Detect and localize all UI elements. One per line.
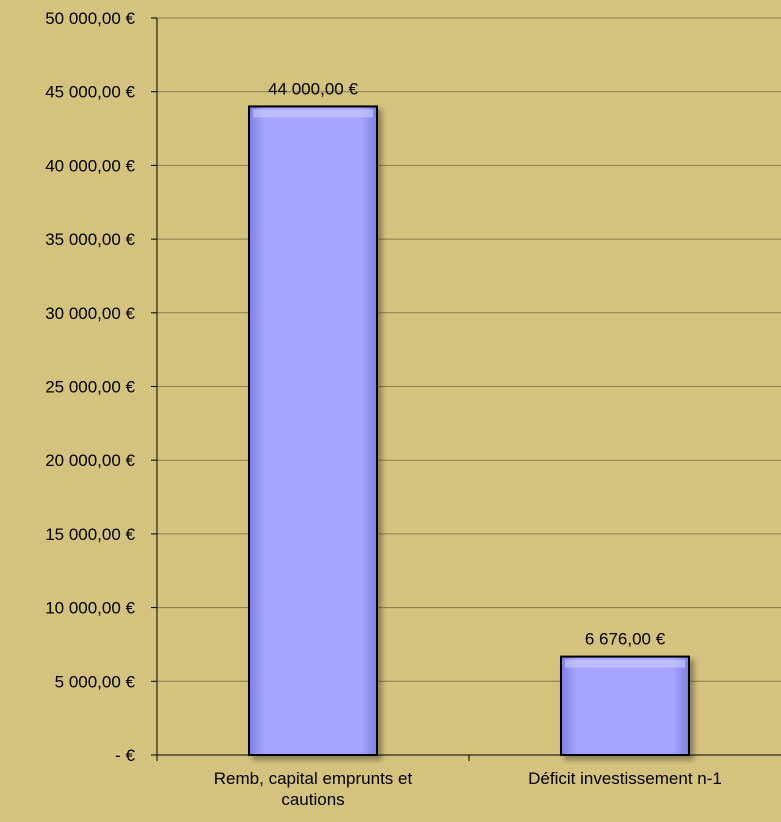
- bars: [248, 105, 690, 757]
- y-tick-label: 35 000,00 €: [45, 230, 135, 249]
- bar-highlight: [565, 659, 685, 668]
- y-tick-label: 15 000,00 €: [45, 525, 135, 544]
- labels: - € 5 000,00 € 10 000,00 € 15 000,00 € 20 00…: [45, 9, 722, 809]
- y-tick-label: 25 000,00 €: [45, 378, 135, 397]
- axes: [151, 17, 781, 761]
- bar-highlight: [253, 109, 373, 118]
- y-tick-label: 10 000,00 €: [45, 599, 135, 618]
- bar: [248, 105, 378, 756]
- y-tick-label: 30 000,00 €: [45, 304, 135, 323]
- x-category-label: Déficit investissement n-1: [528, 769, 722, 788]
- y-tick-label: 40 000,00 €: [45, 156, 135, 175]
- x-category-label: Remb, capital emprunts et cautions: [214, 769, 413, 809]
- y-tick-label: 45 000,00 €: [45, 83, 135, 102]
- bar-value-label: 44 000,00 €: [268, 79, 358, 98]
- y-tick-label: 5 000,00 €: [55, 672, 136, 691]
- bar: [560, 655, 690, 757]
- y-tick-label: 50 000,00 €: [45, 9, 135, 28]
- y-tick-label: 20 000,00 €: [45, 451, 135, 470]
- bar-value-label: 6 676,00 €: [585, 630, 666, 649]
- y-tick-label: - €: [115, 746, 135, 765]
